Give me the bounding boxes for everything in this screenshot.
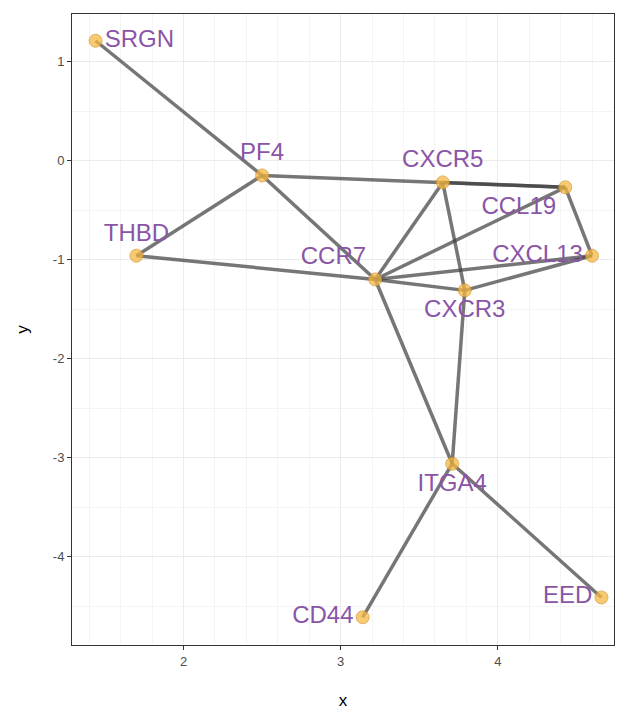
svg-text:y: y (13, 325, 32, 334)
svg-text:CXCR3: CXCR3 (424, 295, 505, 322)
svg-text:ITGA4: ITGA4 (418, 469, 487, 496)
svg-text:-3: -3 (53, 450, 65, 465)
svg-text:CD44: CD44 (292, 601, 353, 628)
svg-text:EED: EED (543, 581, 592, 608)
svg-text:PF4: PF4 (240, 138, 284, 165)
svg-text:THBD: THBD (104, 219, 169, 246)
svg-text:CCL19: CCL19 (481, 192, 556, 219)
svg-text:CCR7: CCR7 (301, 242, 366, 269)
svg-text:1: 1 (57, 54, 64, 69)
svg-text:-4: -4 (53, 549, 65, 564)
svg-text:0: 0 (57, 153, 64, 168)
svg-text:-1: -1 (53, 252, 65, 267)
svg-text:2: 2 (180, 654, 187, 669)
svg-text:-2: -2 (53, 351, 65, 366)
svg-text:CXCL13: CXCL13 (492, 240, 583, 267)
svg-text:CXCR5: CXCR5 (402, 145, 483, 172)
svg-text:SRGN: SRGN (105, 25, 174, 52)
svg-text:x: x (339, 691, 348, 710)
svg-text:4: 4 (494, 654, 501, 669)
svg-text:3: 3 (337, 654, 344, 669)
